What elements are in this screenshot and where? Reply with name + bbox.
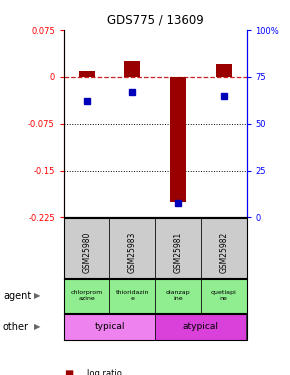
Bar [79, 70, 95, 77]
Text: atypical: atypical [183, 322, 219, 331]
Bar [110, 218, 155, 278]
Text: ■: ■ [64, 369, 73, 375]
Text: quetiapi
ne: quetiapi ne [211, 291, 237, 301]
Bar [64, 218, 110, 278]
Bar [201, 279, 246, 313]
Bar [110, 279, 155, 313]
Text: typical: typical [94, 322, 125, 331]
Text: thioridazin
e: thioridazin e [116, 291, 149, 301]
Text: GSM25982: GSM25982 [219, 232, 228, 273]
Text: agent: agent [3, 291, 31, 301]
Text: ▶: ▶ [35, 291, 41, 300]
Bar [155, 218, 201, 278]
Bar [155, 279, 201, 313]
Text: GDS775 / 13609: GDS775 / 13609 [107, 13, 204, 26]
Bar [124, 61, 140, 77]
Bar [170, 77, 186, 202]
Text: ▶: ▶ [35, 322, 41, 331]
Text: GSM25983: GSM25983 [128, 232, 137, 273]
Text: other: other [3, 322, 29, 332]
Text: log ratio: log ratio [87, 369, 122, 375]
Text: GSM25980: GSM25980 [82, 232, 91, 273]
Bar [155, 314, 246, 340]
Bar [64, 314, 155, 340]
Text: GSM25981: GSM25981 [173, 232, 182, 273]
Bar [216, 64, 232, 77]
Text: olanzap
ine: olanzap ine [166, 291, 190, 301]
Text: chlorprom
azine: chlorprom azine [70, 291, 103, 301]
Bar [201, 218, 246, 278]
Bar [64, 279, 110, 313]
